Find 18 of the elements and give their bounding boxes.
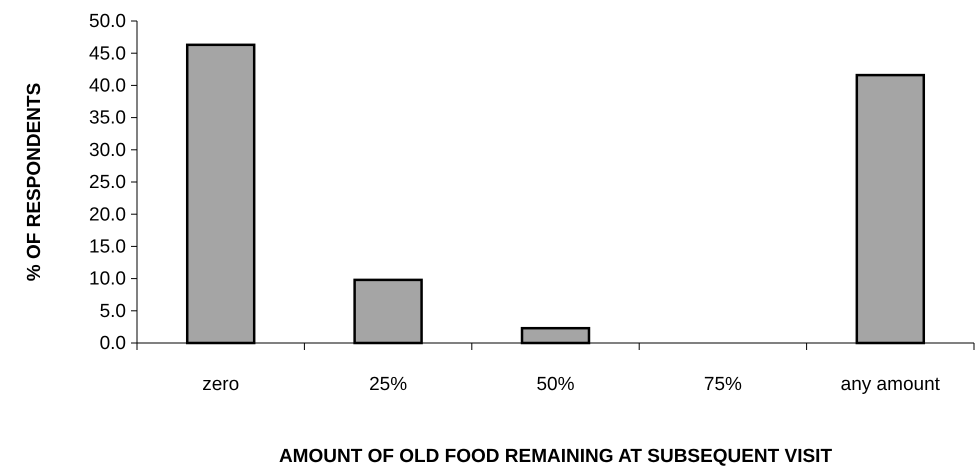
y-tick-label: 45.0 (89, 43, 126, 64)
y-tick-label: 30.0 (89, 140, 126, 161)
x-axis-title: AMOUNT OF OLD FOOD REMAINING AT SUBSEQUENT VISIT (278, 446, 832, 467)
y-axis-title: % OF RESPONDENTS (24, 82, 45, 282)
y-tick-label: 20.0 (89, 204, 126, 226)
y-tick-label: 25.0 (89, 172, 126, 194)
x-tick-label: zero (202, 374, 240, 395)
x-tick-label: 25% (369, 374, 408, 395)
x-tick-label: any amount (840, 374, 941, 395)
y-tick-label: 0.0 (100, 333, 126, 354)
y-tick-label: 35.0 (89, 108, 126, 129)
x-tick-label: 50% (536, 374, 575, 395)
y-tick-label: 40.0 (89, 75, 126, 96)
y-tick-label: 15.0 (89, 236, 126, 258)
x-tick-label: 75% (704, 374, 742, 395)
y-tick-label: 10.0 (89, 268, 126, 290)
y-tick-label: 50.0 (89, 11, 126, 32)
y-tick-label: 5.0 (100, 300, 126, 322)
